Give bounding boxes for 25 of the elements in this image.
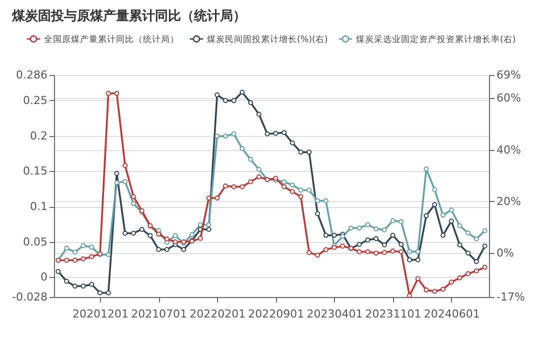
y-tick-label: 0	[40, 270, 48, 284]
x-tick-label: 20220901	[248, 308, 304, 320]
x-tick-label: 20231101	[365, 308, 422, 320]
y-tick-label: 0.15	[23, 164, 48, 178]
legend-label: 全国原煤产量累计同比（统计局）	[44, 34, 179, 45]
y2-tick-label: 0%	[496, 246, 514, 260]
x-tick-label: 20210701	[131, 308, 188, 320]
legend-label: 煤炭采选业固定资产投资累计增长率(右)	[356, 34, 516, 45]
y-tick-label: -0.028	[12, 290, 48, 304]
x-tick-label: 20201201	[72, 308, 129, 320]
y-tick-label: 0.2	[30, 129, 48, 142]
x-tick-label: 20240601	[424, 308, 480, 320]
chart-title: 煤炭固投与原煤产量累计同比（统计局）	[11, 8, 246, 24]
y2-tick-label: 20%	[496, 194, 521, 208]
y2-tick-label: 40%	[496, 143, 521, 156]
x-tick-label: 20220201	[190, 308, 246, 320]
y-tick-label: 0.05	[23, 235, 48, 248]
y-tick-label: 0.1	[30, 200, 48, 214]
y2-tick-label: 60%	[496, 92, 521, 105]
y2-tick-label: 69%	[496, 68, 521, 82]
legend-label: 煤炭民间固投累计增长(%)(右)	[207, 34, 328, 45]
y-tick-label: 0.286	[16, 68, 48, 82]
y2-tick-label: -17%	[496, 290, 525, 304]
x-tick-label: 20230401	[306, 308, 363, 320]
y-tick-label: 0.25	[23, 94, 48, 107]
